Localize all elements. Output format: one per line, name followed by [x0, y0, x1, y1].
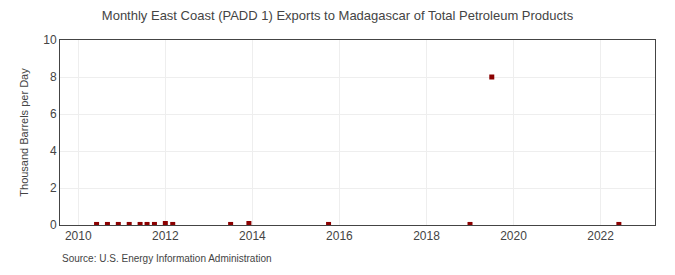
- svg-text:4: 4: [50, 144, 57, 158]
- svg-text:2: 2: [50, 181, 57, 195]
- svg-text:2014: 2014: [239, 229, 266, 243]
- svg-text:Source: U.S. Energy Informatio: Source: U.S. Energy Information Administ…: [62, 253, 272, 264]
- svg-text:2010: 2010: [65, 229, 92, 243]
- svg-text:Monthly East Coast (PADD 1) Ex: Monthly East Coast (PADD 1) Exports to M…: [102, 8, 574, 23]
- svg-text:0: 0: [50, 218, 57, 232]
- svg-text:Thousand Barrels per Day: Thousand Barrels per Day: [18, 68, 30, 197]
- svg-text:2016: 2016: [326, 229, 353, 243]
- svg-text:2020: 2020: [500, 229, 527, 243]
- svg-text:2018: 2018: [413, 229, 440, 243]
- svg-text:8: 8: [50, 70, 57, 84]
- svg-text:6: 6: [50, 107, 57, 121]
- svg-text:2012: 2012: [152, 229, 179, 243]
- svg-text:10: 10: [43, 33, 57, 47]
- svg-text:2022: 2022: [587, 229, 614, 243]
